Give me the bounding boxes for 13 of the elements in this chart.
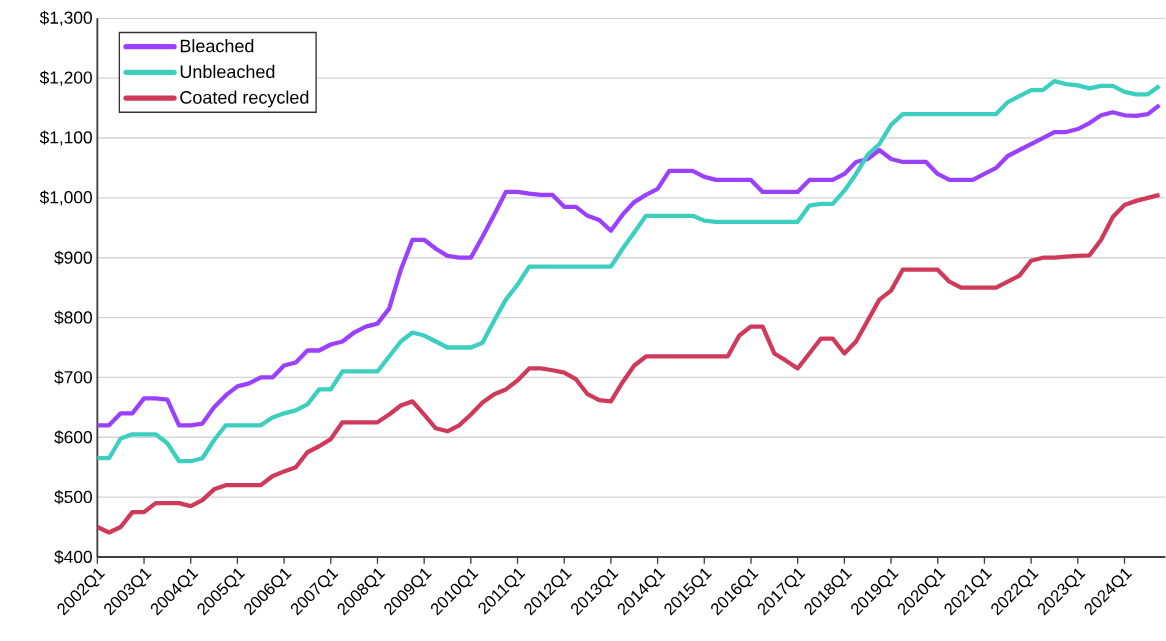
legend-label: Bleached bbox=[180, 39, 254, 53]
y-tick-label: $800 bbox=[54, 310, 92, 325]
y-tick-label: $500 bbox=[54, 490, 92, 505]
legend-label: Unbleached bbox=[180, 64, 275, 79]
legend-label: Coated recycled bbox=[180, 90, 309, 108]
y-tick-label: $600 bbox=[54, 430, 92, 445]
y-tick-label: $1,200 bbox=[39, 70, 92, 86]
y-tick-label: $700 bbox=[54, 370, 92, 385]
y-tick-label: $400 bbox=[54, 549, 92, 564]
y-tick-label: $900 bbox=[54, 250, 92, 265]
y-tick-label: $1,300 bbox=[39, 10, 92, 26]
y-tick-label: $1,100 bbox=[39, 130, 92, 146]
y-tick-label: $1,000 bbox=[39, 190, 92, 206]
